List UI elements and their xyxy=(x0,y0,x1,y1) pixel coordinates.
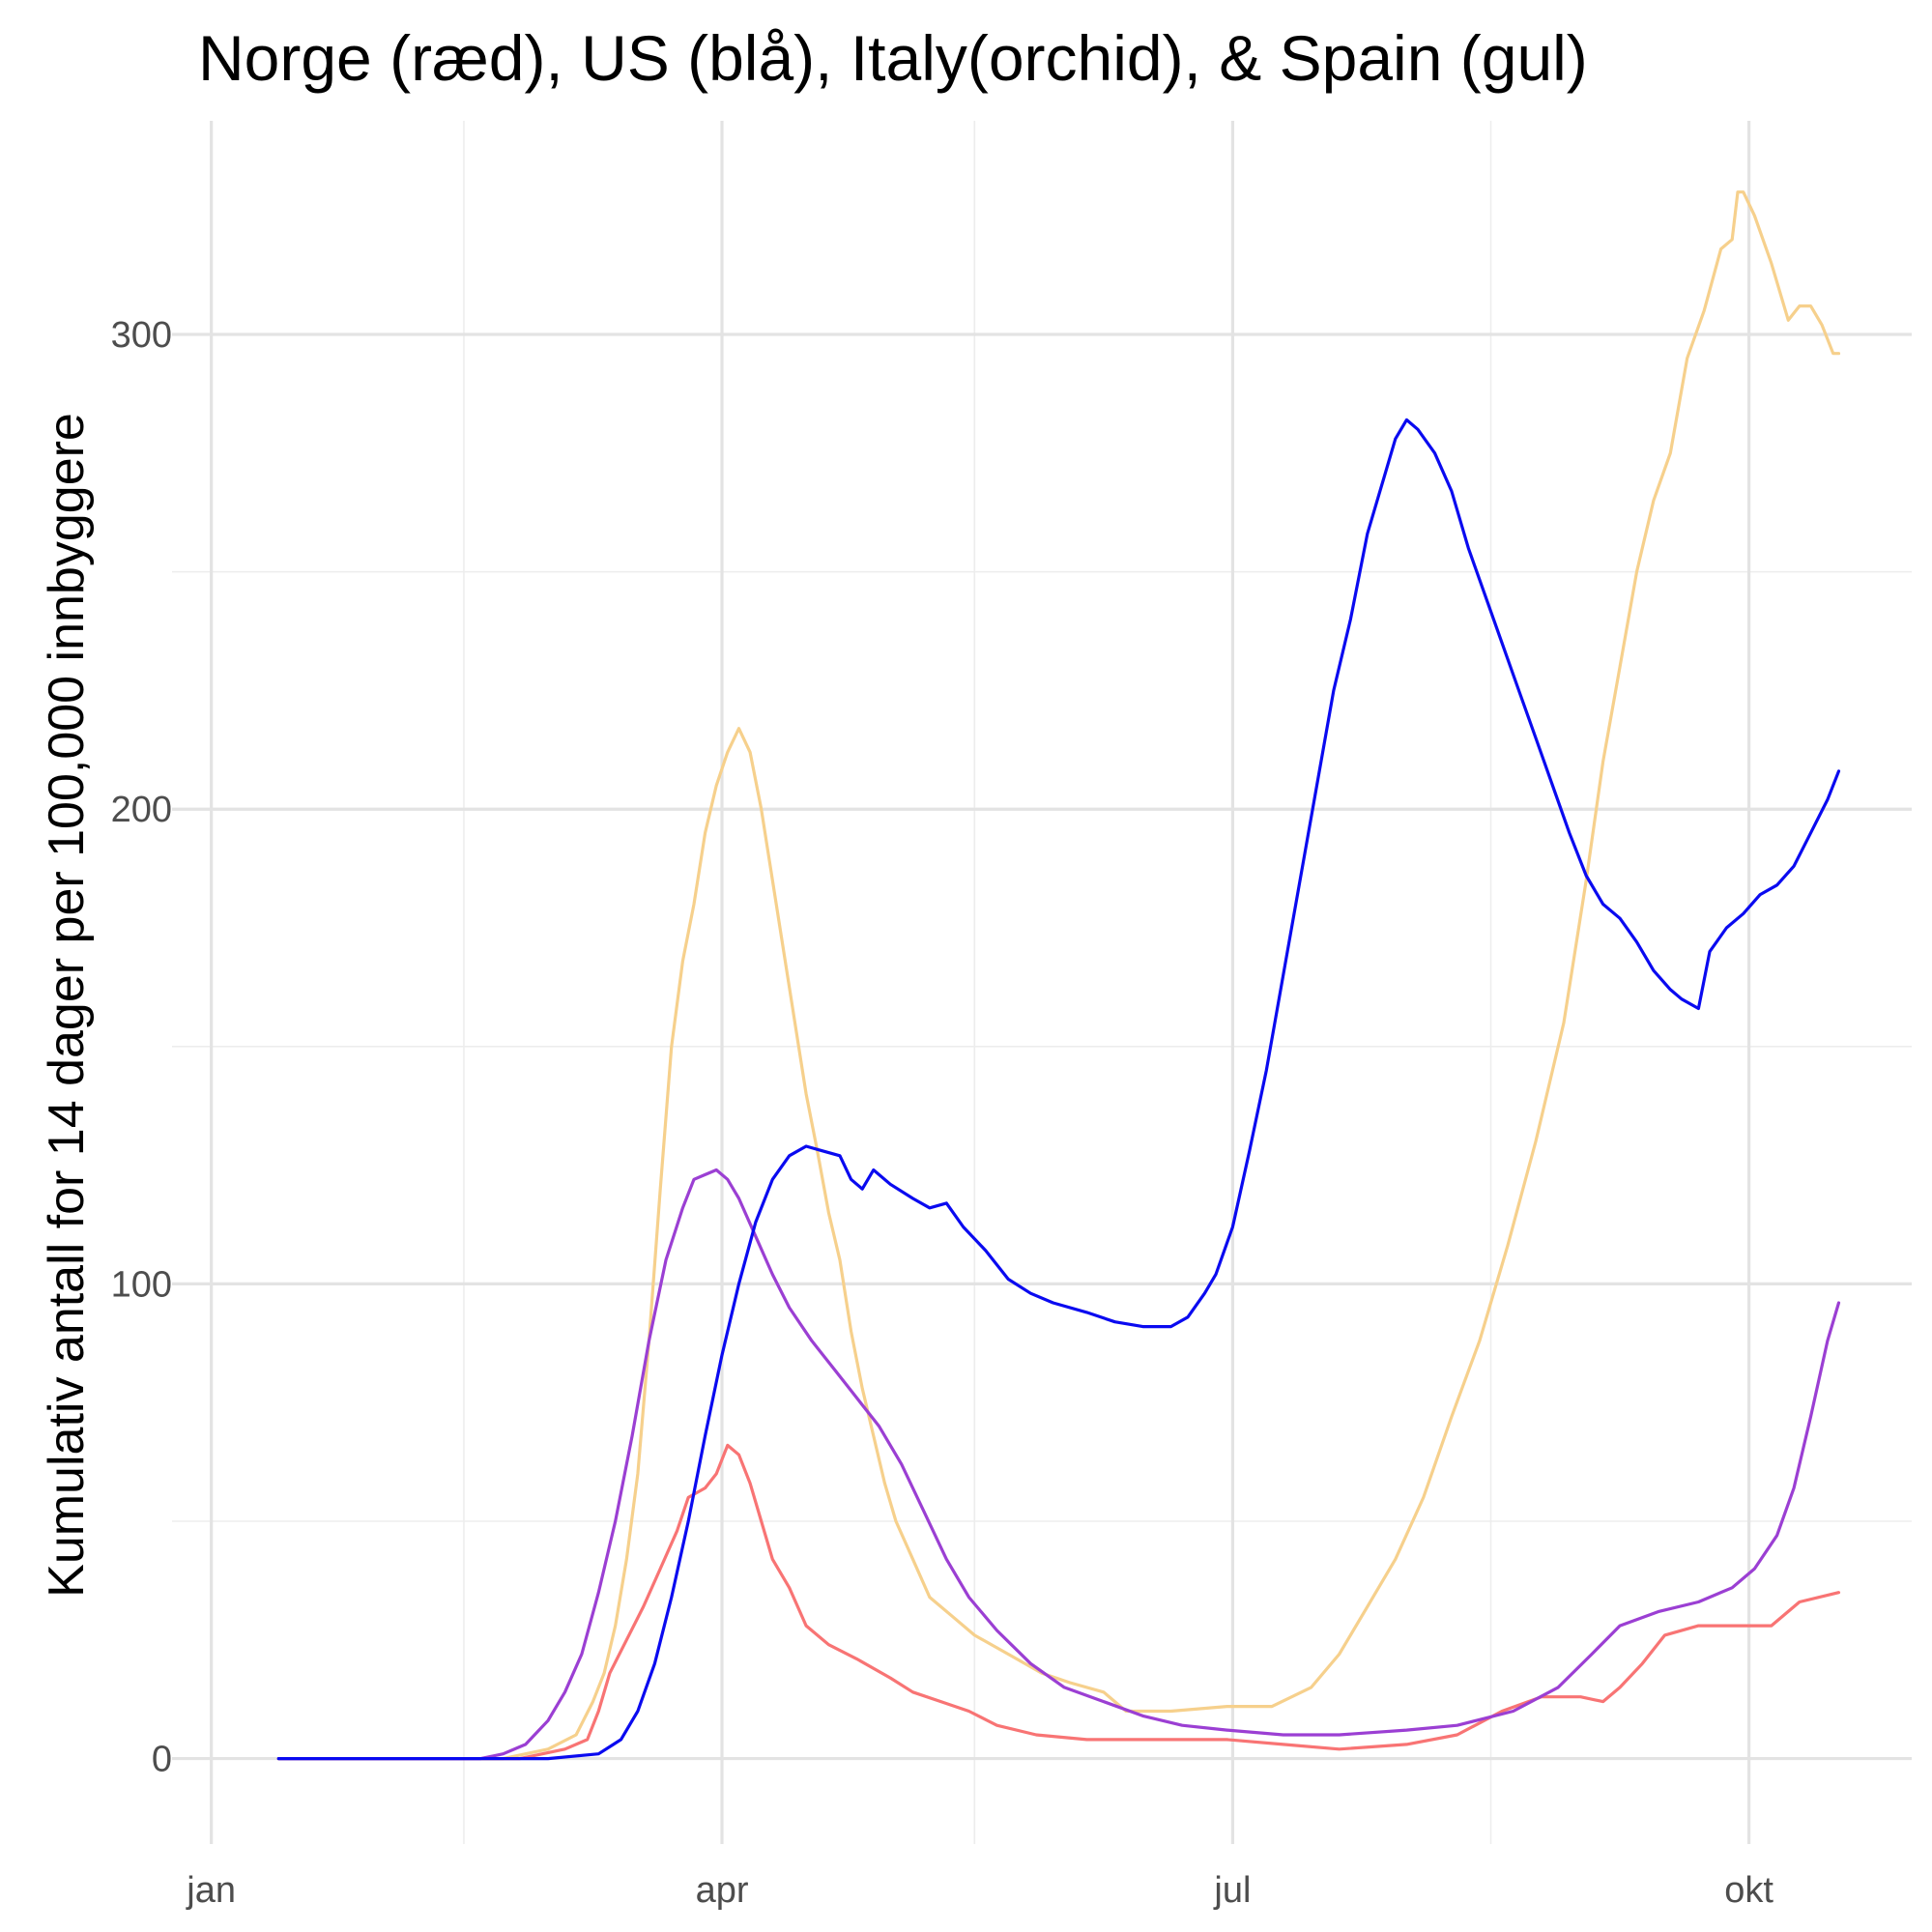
series-line xyxy=(276,1168,1841,1761)
series-line xyxy=(276,1443,1841,1761)
x-axis-tick-labels: jan apr jul okt xyxy=(186,1870,1773,1911)
y-tick-label: 200 xyxy=(111,790,172,830)
major-gridlines xyxy=(172,121,1912,1844)
y-tick-label: 300 xyxy=(111,315,172,356)
minor-gridlines xyxy=(172,121,1912,1844)
series-line xyxy=(276,418,1841,1761)
x-tick-label: jan xyxy=(186,1870,236,1911)
chart-title: Norge (ræd), US (blå), Italy(orchid), & … xyxy=(198,22,1588,94)
series-line xyxy=(276,190,1841,1761)
series-lines xyxy=(276,190,1841,1761)
y-axis-tick-labels: 0 100 200 300 xyxy=(111,315,172,1780)
y-axis-title: Kumulativ antall for 14 dager per 100,00… xyxy=(39,413,95,1598)
x-tick-label: jul xyxy=(1213,1870,1251,1911)
x-tick-label: apr xyxy=(696,1870,749,1911)
x-tick-label: okt xyxy=(1724,1870,1773,1911)
y-tick-label: 0 xyxy=(152,1740,172,1780)
y-tick-label: 100 xyxy=(111,1264,172,1305)
